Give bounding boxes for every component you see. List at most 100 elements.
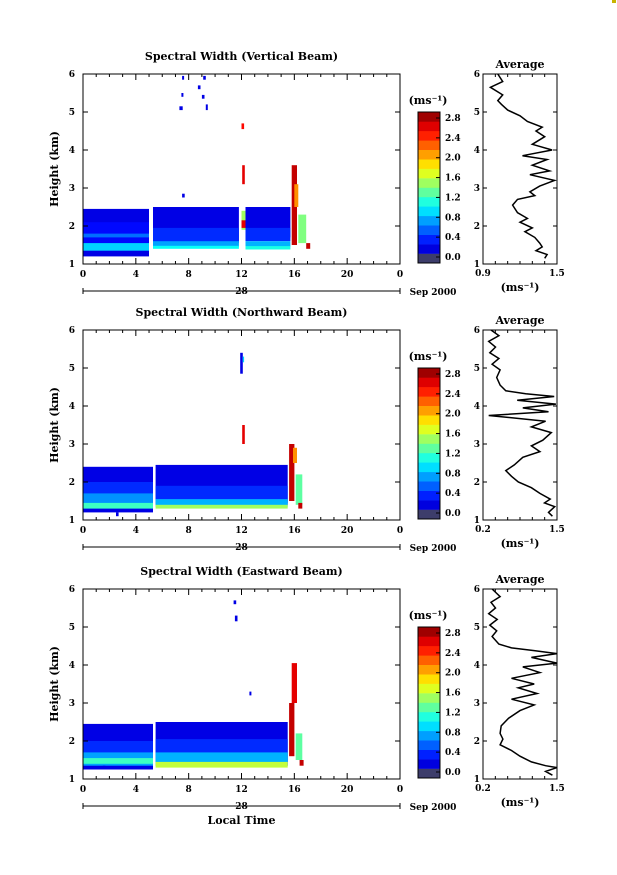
profile-y-tick-label: 2 bbox=[474, 737, 480, 747]
colorbar-band bbox=[418, 215, 440, 226]
data-cell bbox=[289, 444, 295, 501]
colorbar-band bbox=[418, 730, 440, 741]
data-cell bbox=[295, 474, 303, 505]
colorbar-band bbox=[418, 206, 440, 217]
colorbar-tick-label: 2.0 bbox=[445, 154, 461, 164]
colorbar-band bbox=[418, 405, 440, 416]
profile-x-tick-label: 0.2 bbox=[475, 784, 491, 794]
colorbar-band bbox=[418, 168, 440, 179]
colorbar-band bbox=[418, 509, 440, 520]
date-label: Sep 2000 bbox=[410, 803, 457, 813]
colorbar-band bbox=[418, 655, 440, 665]
profile-y-tick-label: 5 bbox=[474, 108, 480, 118]
x-tick-label: 4 bbox=[133, 526, 139, 536]
x-tick-label: 0 bbox=[80, 785, 86, 795]
colorbar-band bbox=[418, 178, 440, 188]
x-tick-label: 20 bbox=[341, 785, 354, 795]
panel-title: Spectral Width (Vertical Beam) bbox=[145, 50, 338, 63]
colorbar-band bbox=[418, 253, 440, 264]
colorbar-tick-label: 2.8 bbox=[445, 114, 461, 124]
colorbar-band bbox=[418, 225, 440, 235]
profile-x-label: (ms⁻¹) bbox=[501, 537, 540, 550]
colorbar-tick-label: 1.2 bbox=[445, 193, 461, 203]
profile-x-tick-label: 0.9 bbox=[475, 269, 491, 279]
colorbar-band bbox=[418, 481, 440, 491]
y-tick-label: 4 bbox=[69, 146, 75, 156]
profile-line bbox=[488, 73, 558, 259]
y-tick-label: 2 bbox=[69, 737, 75, 747]
y-tick-label: 1 bbox=[69, 775, 75, 785]
x-tick-label: 20 bbox=[341, 526, 354, 536]
data-cell bbox=[155, 499, 288, 507]
x-tick-label: 12 bbox=[235, 270, 248, 280]
data-cell bbox=[299, 760, 304, 766]
colorbar-band bbox=[418, 674, 440, 684]
colorbar-band bbox=[418, 490, 440, 501]
day-label: 28 bbox=[235, 543, 248, 553]
data-cell bbox=[242, 356, 245, 363]
colorbar-unit: (ms⁻¹) bbox=[409, 350, 448, 363]
data-cell bbox=[83, 502, 153, 509]
y-axis-label: Height (km) bbox=[48, 646, 61, 722]
colorbar-band bbox=[418, 187, 440, 198]
data-cell bbox=[241, 123, 245, 130]
profile-x-tick-label: 1.5 bbox=[549, 784, 565, 794]
colorbar-tick-label: 0.0 bbox=[445, 509, 461, 519]
data-cell bbox=[179, 106, 183, 111]
colorbar-band bbox=[418, 121, 440, 132]
x-tick-label: 4 bbox=[133, 270, 139, 280]
profile-y-tick-label: 4 bbox=[474, 661, 480, 671]
profile-x-tick-label: 0.2 bbox=[475, 525, 491, 535]
data-cell bbox=[116, 512, 119, 517]
profile-y-tick-label: 3 bbox=[474, 699, 480, 709]
x-tick-label: 20 bbox=[341, 270, 354, 280]
data-cell bbox=[241, 220, 246, 228]
profile-title: Average bbox=[494, 314, 544, 327]
colorbar-tick-label: 2.4 bbox=[445, 649, 461, 659]
y-tick-label: 5 bbox=[69, 364, 75, 374]
data-cell bbox=[205, 104, 208, 111]
colorbar-band bbox=[418, 636, 440, 647]
profile-y-tick-label: 1 bbox=[474, 775, 480, 785]
panel-title: Spectral Width (Northward Beam) bbox=[136, 306, 348, 319]
colorbar-tick-label: 2.4 bbox=[445, 134, 461, 144]
colorbar-band bbox=[418, 377, 440, 388]
colorbar-band bbox=[418, 196, 440, 207]
colorbar-frame bbox=[417, 367, 441, 520]
y-tick-label: 6 bbox=[69, 70, 75, 80]
date-label: Sep 2000 bbox=[410, 288, 457, 298]
data-cell bbox=[155, 761, 288, 768]
data-cell bbox=[83, 233, 149, 238]
data-cell bbox=[201, 94, 205, 99]
data-cell bbox=[153, 241, 239, 247]
colorbar-tick-label: 1.6 bbox=[445, 689, 461, 699]
y-tick-label: 1 bbox=[69, 516, 75, 526]
data-cell bbox=[242, 425, 245, 444]
x-tick-label: 8 bbox=[186, 526, 192, 536]
profile-y-tick-label: 5 bbox=[474, 364, 480, 374]
colorbar-tick-label: 2.4 bbox=[445, 390, 461, 400]
data-cell bbox=[245, 246, 291, 250]
colorbar-tick-label: 2.8 bbox=[445, 370, 461, 380]
data-cell bbox=[153, 227, 239, 244]
colorbar-band bbox=[418, 415, 440, 425]
y-tick-label: 6 bbox=[69, 585, 75, 595]
y-tick-label: 3 bbox=[69, 440, 75, 450]
profile-y-tick-label: 2 bbox=[474, 478, 480, 488]
x-tick-label: 0 bbox=[397, 526, 403, 536]
colorbar-tick-label: 0.0 bbox=[445, 768, 461, 778]
profile-title: Average bbox=[494, 573, 544, 586]
colorbar-band bbox=[418, 424, 440, 435]
data-cell bbox=[83, 758, 153, 764]
data-cell bbox=[197, 85, 201, 90]
data-cell bbox=[83, 243, 149, 251]
profile-y-tick-label: 3 bbox=[474, 440, 480, 450]
day-label: 28 bbox=[235, 287, 248, 297]
colorbar-band bbox=[418, 471, 440, 482]
profile-x-label: (ms⁻¹) bbox=[501, 796, 540, 809]
data-cell bbox=[181, 93, 184, 97]
profile-line bbox=[487, 588, 558, 776]
colorbar-band bbox=[418, 434, 440, 444]
colorbar-tick-label: 1.6 bbox=[445, 430, 461, 440]
